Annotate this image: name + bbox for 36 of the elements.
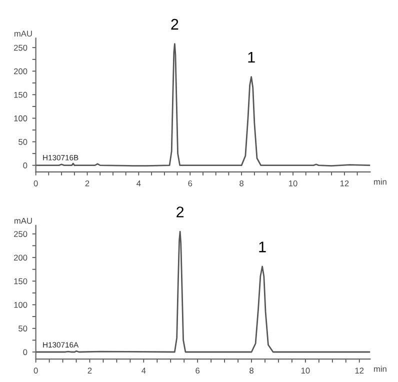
x-tick-label: 10 [288, 180, 298, 186]
y-tick-label: 100 [14, 115, 28, 122]
y-tick-label: 250 [14, 44, 28, 51]
annotation: 1 [248, 52, 255, 63]
x-tick-label: 4 [136, 180, 141, 186]
y-tick-label: 0 [23, 349, 28, 356]
y-axis-title: mAU [14, 30, 32, 37]
annotation: 1 [259, 242, 266, 252]
x-tick-label: 6 [188, 180, 192, 186]
x-tick-label: 12 [340, 180, 349, 186]
annotation: 2 [171, 18, 178, 30]
annotation: 2 [176, 206, 184, 218]
x-tick-label: 12 [355, 368, 364, 374]
y-tick-label: 100 [14, 302, 28, 308]
x-tick-label: 6 [196, 368, 200, 374]
y-tick-label: 0 [23, 162, 28, 168]
y-tick-label: 200 [14, 68, 28, 74]
y-axis-title: mAU [14, 218, 32, 224]
y-tick-label: 50 [18, 138, 28, 145]
x-tick-label: 0 [34, 180, 38, 186]
x-tick-label: 4 [142, 368, 146, 374]
x-tick-label: 8 [240, 180, 244, 186]
y-tick-label: 50 [18, 326, 28, 332]
line-series [36, 43, 370, 166]
x-tick-label: 2 [88, 368, 92, 374]
y-tick-label: 250 [14, 231, 28, 237]
y-tick-label: 200 [14, 254, 28, 261]
x-tick-label: 0 [34, 368, 38, 374]
line-series [36, 230, 370, 353]
x-tick-label: 8 [250, 368, 254, 374]
x-axis-title: min [374, 366, 386, 372]
x-tick-label: 2 [85, 180, 90, 186]
y-tick-label: 150 [14, 278, 28, 284]
x-tick-label: 10 [301, 368, 310, 374]
x-axis-title: min [374, 178, 386, 185]
y-tick-label: 150 [14, 92, 28, 98]
